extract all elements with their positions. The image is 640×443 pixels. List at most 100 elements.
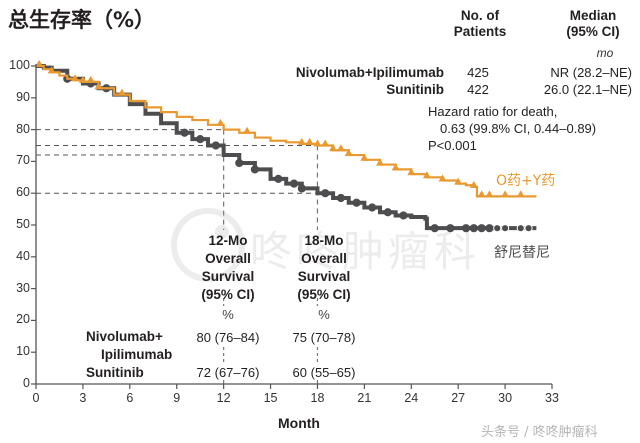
survival-12mo-line1: 12-Mo bbox=[208, 233, 248, 248]
x-tick-label: 9 bbox=[173, 391, 181, 405]
combo-censor-marker bbox=[71, 74, 80, 82]
combo-censor-marker bbox=[47, 66, 56, 74]
sunitinib-censor-marker bbox=[297, 184, 306, 193]
survival-12mo-line4: (95% CI) bbox=[201, 287, 255, 302]
table-row-sunitinib-label: Sunitinib bbox=[86, 365, 144, 380]
header-median-line2: (95% CI) bbox=[566, 24, 620, 39]
combo-censor-marker bbox=[321, 139, 330, 147]
y-tick-label: 20 bbox=[16, 312, 30, 327]
sunitinib-censor-marker bbox=[180, 128, 189, 137]
sunitinib-censor-marker bbox=[430, 224, 439, 233]
survival-18mo-line4: (95% CI) bbox=[297, 287, 351, 302]
y-tick-label: 10 bbox=[16, 344, 30, 359]
x-tick-label: 21 bbox=[357, 391, 372, 405]
x-tick-label: 3 bbox=[79, 391, 87, 405]
y-tick-label: 100 bbox=[9, 58, 30, 72]
combo-censor-marker bbox=[391, 163, 400, 171]
sunitinib-censor-marker bbox=[289, 179, 299, 188]
y-tick-label: 80 bbox=[16, 121, 30, 136]
y-tick-label: 50 bbox=[16, 217, 30, 231]
header-patients-line2: Patients bbox=[453, 24, 507, 39]
combo-censor-marker bbox=[376, 158, 384, 166]
survival-12mo-line2: Overall bbox=[205, 251, 251, 266]
x-tick-label: 0 bbox=[32, 391, 40, 405]
combo-censor-marker bbox=[297, 137, 306, 145]
survival-12mo-header: 12-Mo Overall Survival (95% CI) bbox=[188, 232, 268, 304]
combo-censor-marker bbox=[305, 137, 314, 145]
summary-patients-combo: 425 bbox=[467, 65, 489, 80]
y-tick-label: 60 bbox=[16, 185, 30, 200]
x-tick-label: 6 bbox=[126, 391, 134, 405]
combo-censor-marker bbox=[516, 190, 525, 198]
combo-censor-marker bbox=[329, 144, 338, 152]
y-tick-label: 40 bbox=[16, 248, 30, 263]
table-row-combo-label1: Nivolumab+ bbox=[86, 329, 163, 344]
header-patients: No. of Patients bbox=[440, 8, 520, 40]
chart-title: 总生存率（%） bbox=[8, 8, 156, 32]
survival-18mo-header: 18-Mo Overall Survival (95% CI) bbox=[284, 232, 364, 304]
watermark-center: 咚咚肿瘤科 bbox=[250, 227, 481, 276]
combo-censor-marker bbox=[344, 149, 353, 157]
sunitinib-censor-marker bbox=[383, 208, 392, 217]
x-tick-label: 24 bbox=[404, 391, 419, 405]
survival-12mo-unit: % bbox=[222, 307, 234, 322]
combo-censor-marker bbox=[216, 118, 225, 126]
sunitinib-censor-marker bbox=[516, 224, 525, 233]
table-sun-12mo: 72 (67–76) bbox=[196, 365, 260, 380]
summary-median-sunitinib: 26.0 (22.1–NE) bbox=[543, 82, 632, 97]
y-tick-label: 90 bbox=[16, 89, 30, 104]
y-tick-label: 0 bbox=[23, 376, 30, 390]
survival-curves bbox=[35, 60, 537, 233]
sunitinib-censor-marker bbox=[336, 193, 346, 203]
sunitinib-censor-marker bbox=[477, 224, 486, 233]
combo-censor-marker bbox=[422, 171, 431, 179]
combo-censor-marker bbox=[243, 126, 252, 134]
x-tick-label: 18 bbox=[310, 391, 325, 405]
combo-censor-marker bbox=[501, 190, 510, 198]
sunitinib-censor-marker bbox=[524, 224, 533, 233]
combo-censor-marker bbox=[35, 60, 44, 67]
combo-censor-marker bbox=[360, 153, 369, 161]
legend-sunitinib: 舒尼替尼 bbox=[494, 245, 550, 261]
sunitinib-censor-marker bbox=[211, 141, 220, 150]
combo-censor-marker bbox=[336, 144, 345, 152]
survival-18mo-line2: Overall bbox=[301, 251, 347, 266]
x-axis-label: Month bbox=[278, 415, 320, 431]
sunitinib-censor-marker bbox=[500, 224, 510, 233]
sunitinib-censor-marker bbox=[368, 203, 377, 212]
combo-censor-marker bbox=[78, 75, 87, 83]
x-tick-label: 27 bbox=[451, 391, 466, 405]
sunitinib-censor-marker bbox=[399, 211, 408, 220]
sunitinib-censor-marker bbox=[469, 224, 478, 233]
x-tick-label: 15 bbox=[263, 391, 278, 405]
p-value: P<0.001 bbox=[428, 138, 477, 153]
sunitinib-censor-marker bbox=[446, 224, 455, 233]
combo-censor-marker bbox=[94, 82, 103, 90]
hazard-ratio-value: 0.63 (99.8% CI, 0.44–0.89) bbox=[440, 121, 597, 136]
y-tick-label: 70 bbox=[16, 153, 30, 168]
table-combo-18mo: 75 (70–78) bbox=[292, 330, 356, 345]
table-row-combo-label2: Ipilimumab bbox=[101, 347, 173, 362]
sunitinib-censor-marker bbox=[250, 165, 260, 174]
combo-censor-marker bbox=[485, 190, 494, 198]
sunitinib-censor-marker bbox=[235, 158, 244, 168]
survival-18mo-unit: % bbox=[318, 307, 330, 322]
combo-censor-marker bbox=[438, 174, 447, 182]
header-patients-line1: No. of bbox=[460, 8, 500, 23]
reference-lines bbox=[36, 129, 319, 384]
x-tick-label: 33 bbox=[545, 391, 559, 405]
x-tick-label: 12 bbox=[216, 391, 231, 405]
combo-censor-marker bbox=[407, 168, 416, 176]
table-sun-18mo: 60 (55–65) bbox=[292, 365, 356, 380]
sunitinib-censor-marker bbox=[493, 224, 502, 233]
survival-18mo-line3: Survival bbox=[297, 269, 351, 284]
survival-18mo-line1: 18-Mo bbox=[304, 233, 344, 248]
summary-patients-sunitinib: 422 bbox=[467, 82, 489, 97]
sunitinib-censor-marker bbox=[485, 224, 494, 233]
header-median-unit: mo bbox=[596, 46, 614, 60]
legend-combo: O药+Y药 bbox=[496, 173, 556, 189]
summary-group-combo: Nivolumab+Ipilimumab bbox=[295, 65, 444, 80]
table-combo-12mo: 80 (76–84) bbox=[196, 330, 260, 345]
watermark-footer: 头条号 / 咚咚肿瘤科 bbox=[481, 425, 598, 440]
